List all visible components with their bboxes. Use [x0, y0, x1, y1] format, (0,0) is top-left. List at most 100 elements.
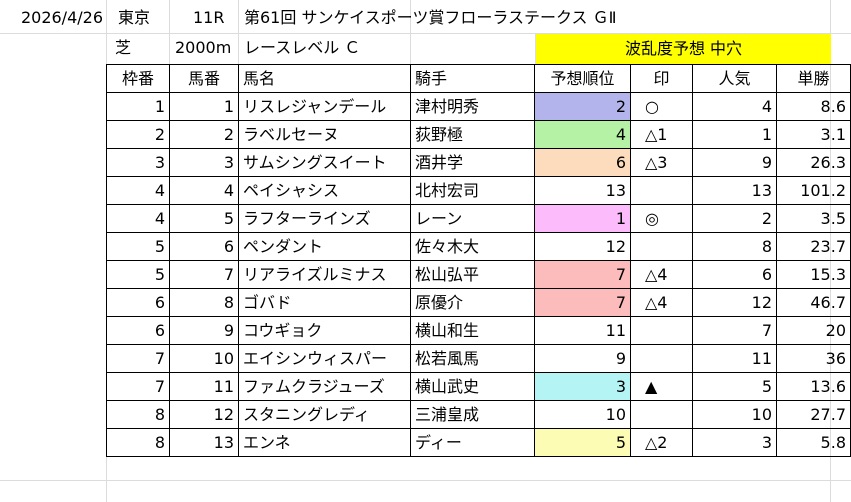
mark-cell[interactable]: △4 [630, 288, 693, 317]
predicted-rank-cell[interactable]: 10 [534, 400, 631, 429]
predicted-rank-cell[interactable]: 6 [534, 148, 631, 177]
win-odds-cell[interactable]: 26.3 [776, 148, 851, 177]
mark-cell[interactable] [630, 344, 693, 373]
col-header-umaban[interactable]: 馬番 [169, 64, 239, 93]
umaban-cell[interactable]: 11 [169, 372, 239, 401]
predicted-rank-cell[interactable]: 13 [534, 176, 631, 205]
waku-cell[interactable]: 8 [106, 400, 170, 429]
umaban-cell[interactable]: 13 [169, 428, 239, 457]
predicted-rank-cell[interactable]: 3 [534, 372, 631, 401]
mark-cell[interactable]: △4 [630, 260, 693, 289]
popularity-cell[interactable]: 9 [692, 148, 777, 177]
popularity-cell[interactable]: 8 [692, 232, 777, 261]
popularity-cell[interactable]: 1 [692, 120, 777, 149]
horse-name-cell[interactable]: ゴバド [238, 288, 411, 317]
waku-cell[interactable]: 3 [106, 148, 170, 177]
win-odds-cell[interactable]: 3.1 [776, 120, 851, 149]
win-odds-cell[interactable]: 36 [776, 344, 851, 373]
waku-cell[interactable]: 5 [106, 232, 170, 261]
mark-cell[interactable]: △2 [630, 428, 693, 457]
mark-cell[interactable]: △1 [630, 120, 693, 149]
popularity-cell[interactable]: 3 [692, 428, 777, 457]
race-level[interactable]: レースレベル Ｃ [244, 38, 361, 57]
race-venue[interactable]: 東京 [118, 8, 151, 27]
jockey-cell[interactable]: レーン [410, 204, 535, 233]
mark-cell[interactable] [630, 176, 693, 205]
waku-cell[interactable]: 8 [106, 428, 170, 457]
win-odds-cell[interactable]: 27.7 [776, 400, 851, 429]
horse-name-cell[interactable]: リスレジャンデール [238, 92, 411, 121]
umaban-cell[interactable]: 8 [169, 288, 239, 317]
popularity-cell[interactable]: 13 [692, 176, 777, 205]
race-number[interactable]: 11R [193, 8, 225, 27]
popularity-cell[interactable]: 2 [692, 204, 777, 233]
mark-cell[interactable]: △3 [630, 148, 693, 177]
horse-name-cell[interactable]: ラベルセーヌ [238, 120, 411, 149]
jockey-cell[interactable]: 横山武史 [410, 372, 535, 401]
waku-cell[interactable]: 6 [106, 316, 170, 345]
umaban-cell[interactable]: 1 [169, 92, 239, 121]
col-header-mark[interactable]: 印 [630, 64, 693, 93]
horse-name-cell[interactable]: ラフターラインズ [238, 204, 411, 233]
mark-cell[interactable] [630, 316, 693, 345]
popularity-cell[interactable]: 5 [692, 372, 777, 401]
win-odds-cell[interactable]: 46.7 [776, 288, 851, 317]
horse-name-cell[interactable]: スタニングレディ [238, 400, 411, 429]
jockey-cell[interactable]: 横山和生 [410, 316, 535, 345]
win-odds-cell[interactable]: 15.3 [776, 260, 851, 289]
horse-name-cell[interactable]: サムシングスイート [238, 148, 411, 177]
upset-forecast-banner[interactable]: 波乱度予想 中穴 [535, 34, 831, 64]
umaban-cell[interactable]: 12 [169, 400, 239, 429]
popularity-cell[interactable]: 12 [692, 288, 777, 317]
umaban-cell[interactable]: 2 [169, 120, 239, 149]
mark-cell[interactable]: ◎ [630, 204, 693, 233]
mark-cell[interactable]: ▲ [630, 372, 693, 401]
umaban-cell[interactable]: 10 [169, 344, 239, 373]
horse-name-cell[interactable]: エイシンウィスパー [238, 344, 411, 373]
jockey-cell[interactable]: 三浦皇成 [410, 400, 535, 429]
waku-cell[interactable]: 7 [106, 372, 170, 401]
predicted-rank-cell[interactable]: 1 [534, 204, 631, 233]
win-odds-cell[interactable]: 13.6 [776, 372, 851, 401]
jockey-cell[interactable]: 酒井学 [410, 148, 535, 177]
umaban-cell[interactable]: 4 [169, 176, 239, 205]
waku-cell[interactable]: 6 [106, 288, 170, 317]
jockey-cell[interactable]: 原優介 [410, 288, 535, 317]
predicted-rank-cell[interactable]: 7 [534, 260, 631, 289]
jockey-cell[interactable]: 北村宏司 [410, 176, 535, 205]
umaban-cell[interactable]: 9 [169, 316, 239, 345]
popularity-cell[interactable]: 6 [692, 260, 777, 289]
horse-name-cell[interactable]: ペイシャシス [238, 176, 411, 205]
race-distance[interactable]: 2000m [175, 38, 232, 57]
jockey-cell[interactable]: 荻野極 [410, 120, 535, 149]
umaban-cell[interactable]: 7 [169, 260, 239, 289]
predicted-rank-cell[interactable]: 5 [534, 428, 631, 457]
jockey-cell[interactable]: 松若風馬 [410, 344, 535, 373]
col-header-win-odds[interactable]: 単勝 [776, 64, 851, 93]
win-odds-cell[interactable]: 23.7 [776, 232, 851, 261]
umaban-cell[interactable]: 3 [169, 148, 239, 177]
jockey-cell[interactable]: 佐々木大 [410, 232, 535, 261]
popularity-cell[interactable]: 7 [692, 316, 777, 345]
col-header-horse-name[interactable]: 馬名 [238, 64, 411, 93]
umaban-cell[interactable]: 6 [169, 232, 239, 261]
col-header-predicted-rank[interactable]: 予想順位 [534, 64, 631, 93]
predicted-rank-cell[interactable]: 7 [534, 288, 631, 317]
horse-name-cell[interactable]: ペンダント [238, 232, 411, 261]
win-odds-cell[interactable]: 101.2 [776, 176, 851, 205]
waku-cell[interactable]: 4 [106, 204, 170, 233]
race-date[interactable]: 2026/4/26 [20, 8, 103, 27]
mark-cell[interactable]: ○ [630, 92, 693, 121]
win-odds-cell[interactable]: 3.5 [776, 204, 851, 233]
waku-cell[interactable]: 4 [106, 176, 170, 205]
predicted-rank-cell[interactable]: 4 [534, 120, 631, 149]
horse-name-cell[interactable]: エンネ [238, 428, 411, 457]
predicted-rank-cell[interactable]: 11 [534, 316, 631, 345]
predicted-rank-cell[interactable]: 9 [534, 344, 631, 373]
race-name[interactable]: 第61回 サンケイスポーツ賞フローラステークス ＧⅡ [244, 8, 617, 27]
popularity-cell[interactable]: 11 [692, 344, 777, 373]
umaban-cell[interactable]: 5 [169, 204, 239, 233]
predicted-rank-cell[interactable]: 2 [534, 92, 631, 121]
win-odds-cell[interactable]: 8.6 [776, 92, 851, 121]
popularity-cell[interactable]: 10 [692, 400, 777, 429]
